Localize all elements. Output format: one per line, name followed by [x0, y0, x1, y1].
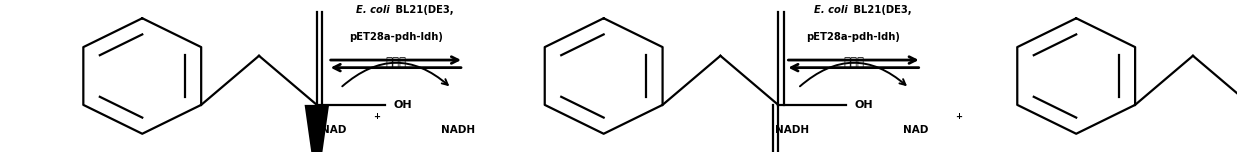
Text: E. coli: E. coli	[356, 5, 390, 15]
Text: BL21(DE3,: BL21(DE3,	[850, 5, 912, 15]
Text: 全细胞: 全细胞	[844, 56, 863, 69]
Polygon shape	[304, 105, 329, 152]
Text: BL21(DE3,: BL21(DE3,	[392, 5, 454, 15]
Text: NAD: NAD	[903, 125, 928, 135]
Text: NAD: NAD	[322, 125, 346, 135]
Text: +: +	[955, 112, 962, 121]
Text: +: +	[374, 112, 381, 121]
Text: NADH: NADH	[774, 125, 809, 135]
FancyArrowPatch shape	[800, 63, 905, 86]
FancyArrowPatch shape	[343, 63, 448, 86]
Text: OH: OH	[855, 100, 873, 110]
Text: OH: OH	[393, 100, 412, 110]
Text: NADH: NADH	[440, 125, 475, 135]
Text: 全细胞: 全细胞	[386, 56, 406, 69]
Text: pET28a-pdh-ldh): pET28a-pdh-ldh)	[807, 32, 901, 42]
Text: pET28a-pdh-ldh): pET28a-pdh-ldh)	[349, 32, 443, 42]
Text: E. coli: E. coli	[814, 5, 847, 15]
